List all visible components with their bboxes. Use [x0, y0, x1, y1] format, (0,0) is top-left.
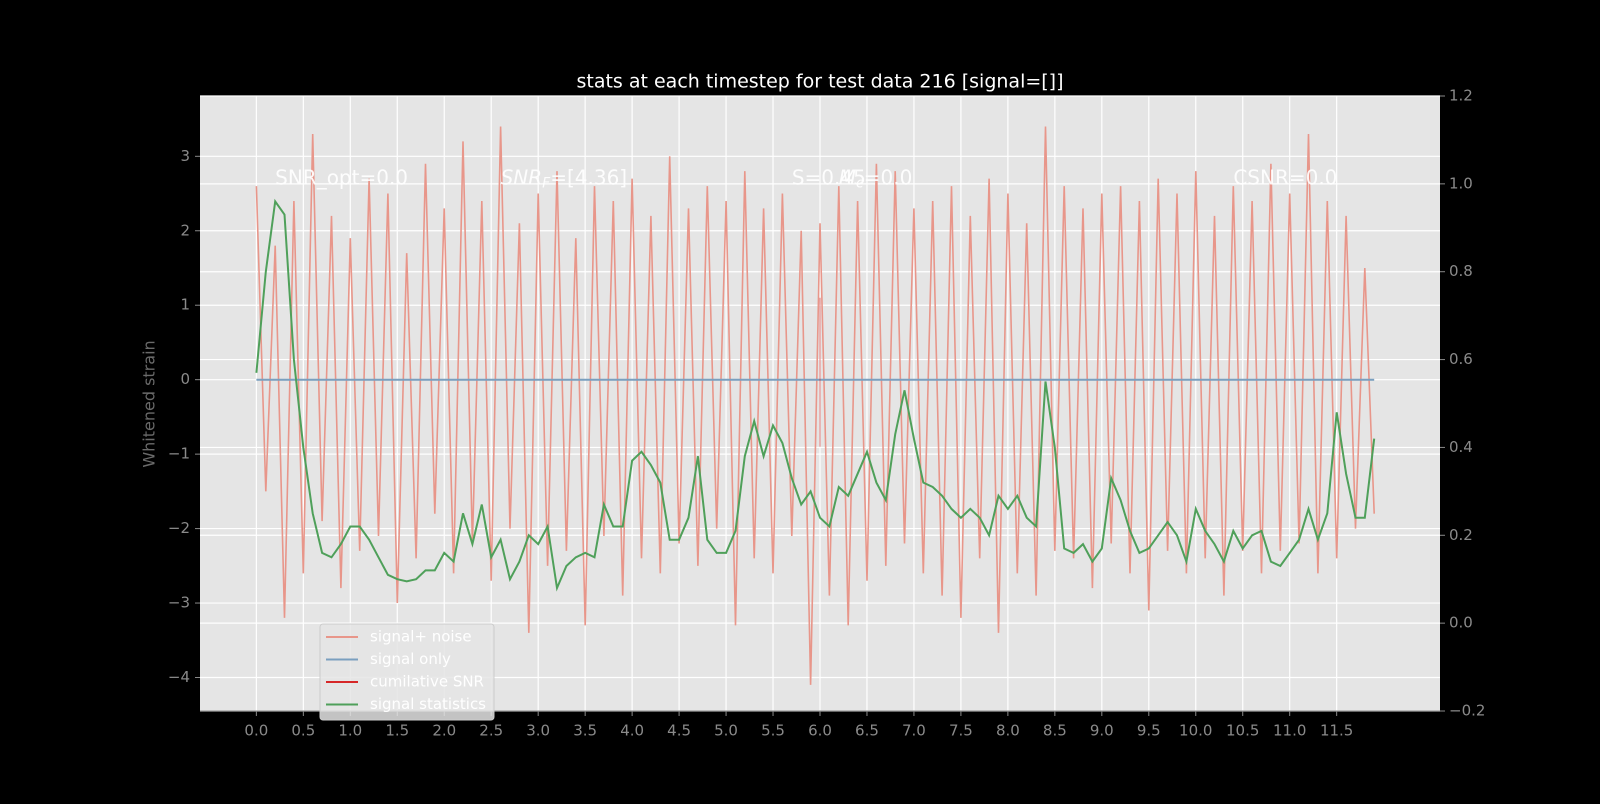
annotation-text: =0.0	[864, 165, 913, 189]
x-tick-label: 7.0	[902, 722, 926, 740]
annotation-text: =[4.36]	[550, 165, 627, 189]
y-tick-label: 1	[180, 296, 190, 314]
x-tick-label: 5.0	[714, 722, 738, 740]
x-tick-label: 10.0	[1179, 722, 1212, 740]
y2-tick-label: 1.2	[1449, 87, 1473, 105]
y2-tick-label: 0.0	[1449, 614, 1473, 632]
axes: 0.0 0.5 1.0 1.5 2.0 2.5 3.0 3.5 4.0 4.5 5.0 5.5 6.0 6…	[168, 87, 1486, 740]
x-tick-label: 4.5	[667, 722, 691, 740]
legend: signal+ noise signal only cumilative SNR si…	[319, 623, 495, 721]
x-tick-label: 10.5	[1226, 722, 1259, 740]
y2-tick-label: 0.2	[1449, 526, 1473, 544]
y-tick-label: −2	[168, 519, 190, 537]
y2-tick-label: 1.0	[1449, 174, 1473, 192]
y2-tick-label: 0.6	[1449, 350, 1473, 368]
y2-tick-label: 0.4	[1449, 438, 1473, 456]
x-tick-label: 6.0	[808, 722, 832, 740]
annotation: Mc=0.0	[839, 165, 913, 192]
annotation-text: CSNR=0.0	[1233, 165, 1337, 189]
annotation: SNR_opt=0.0	[275, 165, 408, 189]
x-tick-label: 6.5	[855, 722, 879, 740]
y-tick-label: 2	[180, 221, 190, 239]
x-tick-label: 7.5	[949, 722, 973, 740]
y-tick-label: −3	[168, 594, 190, 612]
chart-title: stats at each timestep for test data 216…	[576, 71, 1063, 93]
x-tick-label: 1.5	[385, 722, 409, 740]
annotation: SNRF=[4.36]	[501, 165, 628, 192]
x-tick-label: 9.5	[1137, 722, 1161, 740]
x-tick-label: 8.0	[996, 722, 1020, 740]
x-tick-label: 2.0	[432, 722, 456, 740]
x-tick-label: 5.5	[761, 722, 785, 740]
annotation-text: SNR	[501, 165, 543, 189]
y2-tick-label: 0.8	[1449, 262, 1473, 280]
x-tick-label: 0.0	[244, 722, 268, 740]
x-tick-label: 4.0	[620, 722, 644, 740]
y-tick-label: −1	[168, 445, 190, 463]
series-line	[255, 126, 1375, 685]
legend-box	[319, 623, 495, 721]
legend-label: signal+ noise	[370, 628, 472, 646]
y-tick-label: −4	[168, 668, 190, 686]
x-tick-label: 8.5	[1043, 722, 1067, 740]
legend-label: signal only	[370, 650, 451, 668]
x-tick-label: 11.5	[1320, 722, 1353, 740]
series-line	[255, 198, 1376, 592]
annotation-subscript: c	[856, 176, 864, 192]
annotation: CSNR=0.0	[1233, 165, 1337, 189]
annotation: S=0.45	[792, 165, 866, 189]
annotation-subscript: F	[542, 176, 551, 192]
x-tick-label: 0.5	[291, 722, 315, 740]
x-tick-label: 11.0	[1273, 722, 1306, 740]
annotation-text: S=0.45	[792, 165, 866, 189]
x-tick-label: 2.5	[479, 722, 503, 740]
x-tick-label: 1.0	[338, 722, 362, 740]
annotation-text: SNR_opt=0.0	[275, 165, 408, 189]
legend-label: cumilative SNR	[370, 673, 484, 691]
x-tick-label: 3.0	[526, 722, 550, 740]
y-tick-label: 3	[180, 147, 190, 165]
annotation-text: M	[839, 165, 856, 189]
x-tick-label: 9.0	[1090, 722, 1114, 740]
y-tick-label: 0	[180, 370, 190, 388]
y2-tick-label: −0.2	[1449, 702, 1485, 720]
y-axis-label: Whitened strain	[140, 340, 159, 467]
x-tick-label: 3.5	[573, 722, 597, 740]
legend-label: signal statistics	[370, 695, 486, 713]
